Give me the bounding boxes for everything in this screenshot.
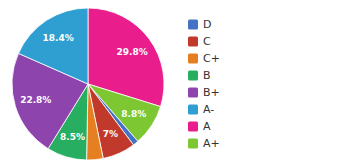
legend-label: C [203, 35, 211, 48]
data-labels: 29.8% 8.8%7% 8.5% 22.8% 18.4% [20, 33, 148, 141]
legend: DC C+ B B+ A- A A+ [188, 18, 220, 150]
legend-label: D [203, 18, 211, 31]
data-label: 7% [103, 129, 118, 139]
legend-label: A- [203, 103, 214, 116]
legend-swatch [188, 20, 198, 30]
legend-swatch [188, 88, 198, 98]
legend-swatch [188, 139, 198, 149]
pie-slice [87, 84, 104, 160]
legend-swatch [188, 71, 198, 81]
legend-swatch [188, 54, 198, 64]
legend-label: A+ [203, 137, 220, 150]
data-label: 29.8% [116, 47, 147, 57]
data-label: 8.5% [60, 132, 85, 142]
data-label: 22.8% [20, 95, 51, 105]
data-label: 8.8% [121, 109, 146, 119]
legend-label: B+ [203, 86, 220, 99]
pie-slice [18, 8, 88, 84]
chart: 29.8% 8.8%7% 8.5% 22.8% 18.4% DC C+ B B+ A- A A+ [0, 0, 345, 168]
legend-label: C+ [203, 52, 220, 65]
legend-label: B [203, 69, 211, 82]
legend-label: A [203, 120, 211, 133]
data-label: 18.4% [42, 33, 73, 43]
legend-swatch [188, 37, 198, 47]
legend-swatch [188, 122, 198, 132]
pie [12, 8, 164, 160]
legend-swatch [188, 105, 198, 115]
